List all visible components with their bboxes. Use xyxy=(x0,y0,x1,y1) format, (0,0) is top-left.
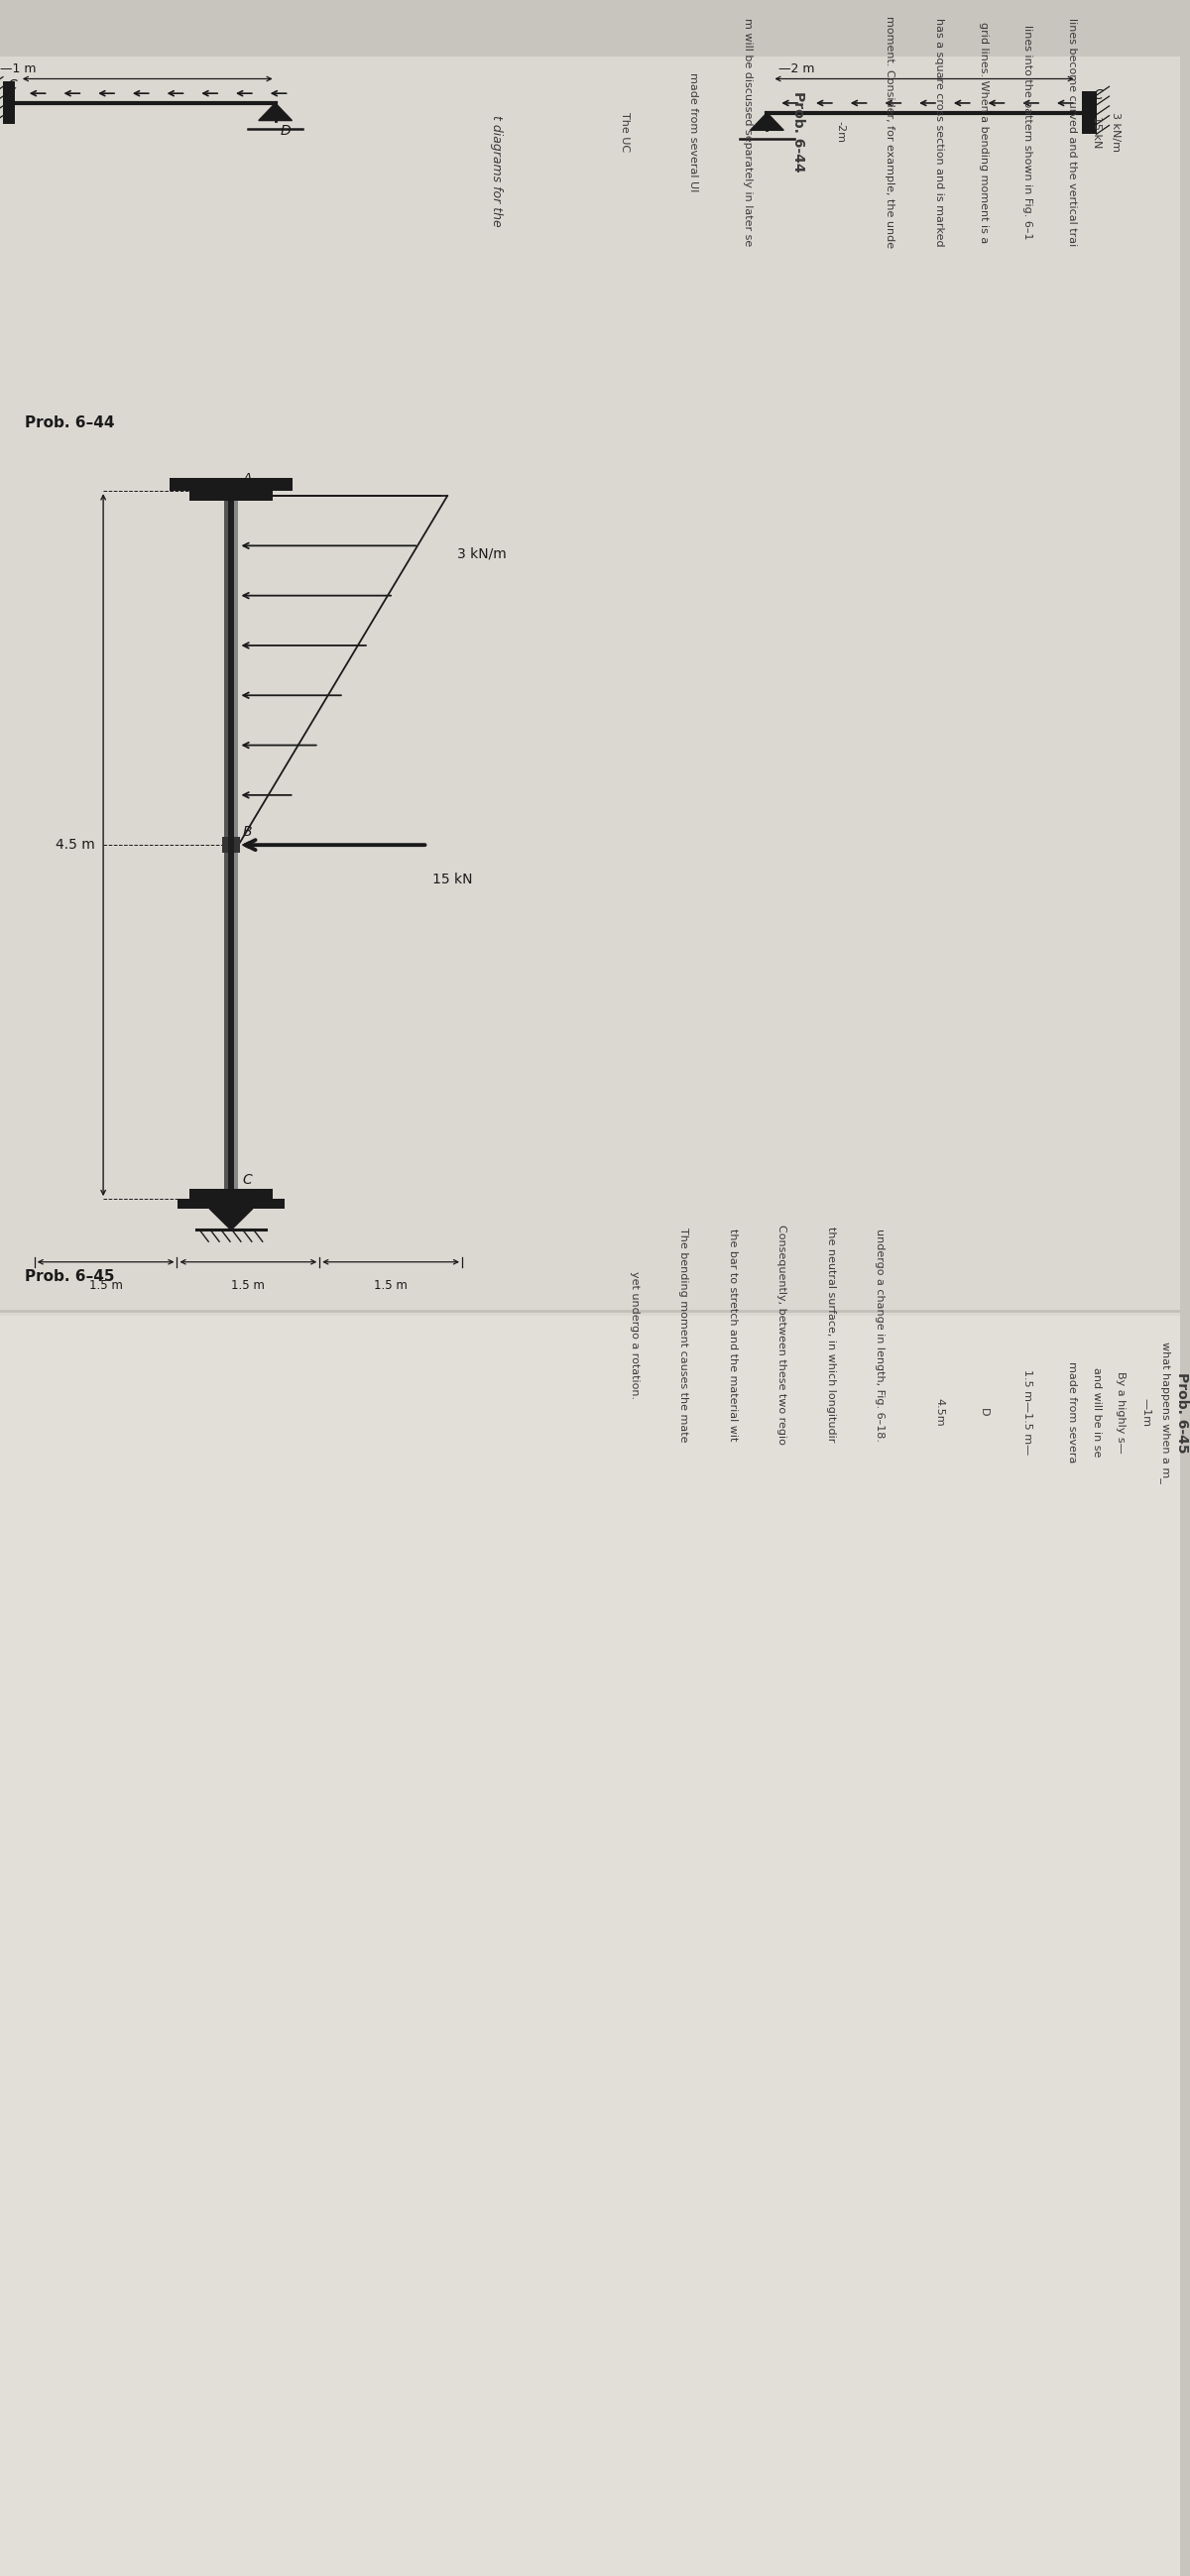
Text: A: A xyxy=(243,471,252,487)
Text: B: B xyxy=(243,824,252,840)
Text: 1.5 m: 1.5 m xyxy=(374,1280,408,1293)
Text: lines into the pattern shown in Fig. 6–1: lines into the pattern shown in Fig. 6–1 xyxy=(1022,26,1033,240)
Text: 4.5 m: 4.5 m xyxy=(56,837,95,853)
Text: grid lines. When a bending moment is a: grid lines. When a bending moment is a xyxy=(978,21,989,242)
Polygon shape xyxy=(750,113,784,131)
Bar xyxy=(1082,90,1096,134)
Text: 3 kN/m: 3 kN/m xyxy=(457,546,507,562)
Bar xyxy=(189,492,273,500)
Bar xyxy=(177,1198,284,1208)
Text: the neutral surface, in which longitudir: the neutral surface, in which longitudir xyxy=(826,1226,835,1443)
Text: m will be discussed separately in later se: m will be discussed separately in later … xyxy=(743,18,752,247)
Text: undergo a change in length, Fig. 6–18.: undergo a change in length, Fig. 6–18. xyxy=(875,1229,885,1443)
Polygon shape xyxy=(258,103,292,121)
Text: 3 kN/m: 3 kN/m xyxy=(1111,113,1121,152)
Text: C: C xyxy=(1094,88,1103,103)
Text: lines become curved and the vertical trai: lines become curved and the vertical tra… xyxy=(1067,18,1077,247)
Text: —2 m: —2 m xyxy=(778,62,815,75)
Text: C: C xyxy=(243,1175,252,1188)
Bar xyxy=(224,495,227,1195)
Text: 15 kN: 15 kN xyxy=(433,873,472,886)
Text: 4.5m: 4.5m xyxy=(934,1399,944,1427)
Text: and will be in se: and will be in se xyxy=(1091,1368,1102,1458)
Text: Consequently, between these two regio: Consequently, between these two regio xyxy=(777,1224,787,1445)
Text: 1.5 m—1.5 m—: 1.5 m—1.5 m— xyxy=(1022,1370,1033,1455)
Text: —1m: —1m xyxy=(1141,1399,1151,1427)
Bar xyxy=(0,57,1180,1316)
Bar xyxy=(234,837,240,853)
Text: moment. Consider, for example, the unde: moment. Consider, for example, the unde xyxy=(885,15,895,247)
Text: made from several UI: made from several UI xyxy=(688,72,699,191)
Text: the bar to stretch and the material wit: the bar to stretch and the material wit xyxy=(727,1229,738,1440)
Text: 15 kN: 15 kN xyxy=(1091,116,1102,149)
Text: The bending moment causes the mate: The bending moment causes the mate xyxy=(678,1226,688,1443)
Text: yet undergo a rotation.: yet undergo a rotation. xyxy=(630,1270,639,1399)
Text: C: C xyxy=(7,80,17,93)
Text: t diagrams for the: t diagrams for the xyxy=(490,116,503,227)
Bar xyxy=(221,837,227,853)
Text: —1 m: —1 m xyxy=(0,62,36,75)
Bar xyxy=(2,82,14,124)
Text: The UC: The UC xyxy=(620,113,630,152)
Polygon shape xyxy=(209,1208,252,1229)
Text: made from severa: made from severa xyxy=(1067,1363,1077,1463)
Text: 1.5 m: 1.5 m xyxy=(89,1280,123,1293)
Bar xyxy=(189,1190,273,1198)
Bar xyxy=(0,1316,1180,2576)
Text: 1.5 m: 1.5 m xyxy=(232,1280,265,1293)
Text: Prob. 6-45: Prob. 6-45 xyxy=(1175,1373,1189,1453)
Text: Prob. 6-44: Prob. 6-44 xyxy=(791,93,806,173)
Text: D: D xyxy=(280,124,290,139)
Text: has a square cross section and is marked: has a square cross section and is marked xyxy=(934,18,944,247)
Text: D: D xyxy=(978,1409,989,1417)
Bar xyxy=(227,492,234,1198)
Bar xyxy=(234,495,238,1195)
Text: By a highly s—: By a highly s— xyxy=(1116,1370,1126,1453)
Bar xyxy=(169,479,293,492)
Text: -2m: -2m xyxy=(835,121,846,144)
Text: Prob. 6–45: Prob. 6–45 xyxy=(25,1270,114,1283)
Text: what happens when a m_: what happens when a m_ xyxy=(1160,1342,1171,1484)
Text: Prob. 6–44: Prob. 6–44 xyxy=(25,415,114,430)
